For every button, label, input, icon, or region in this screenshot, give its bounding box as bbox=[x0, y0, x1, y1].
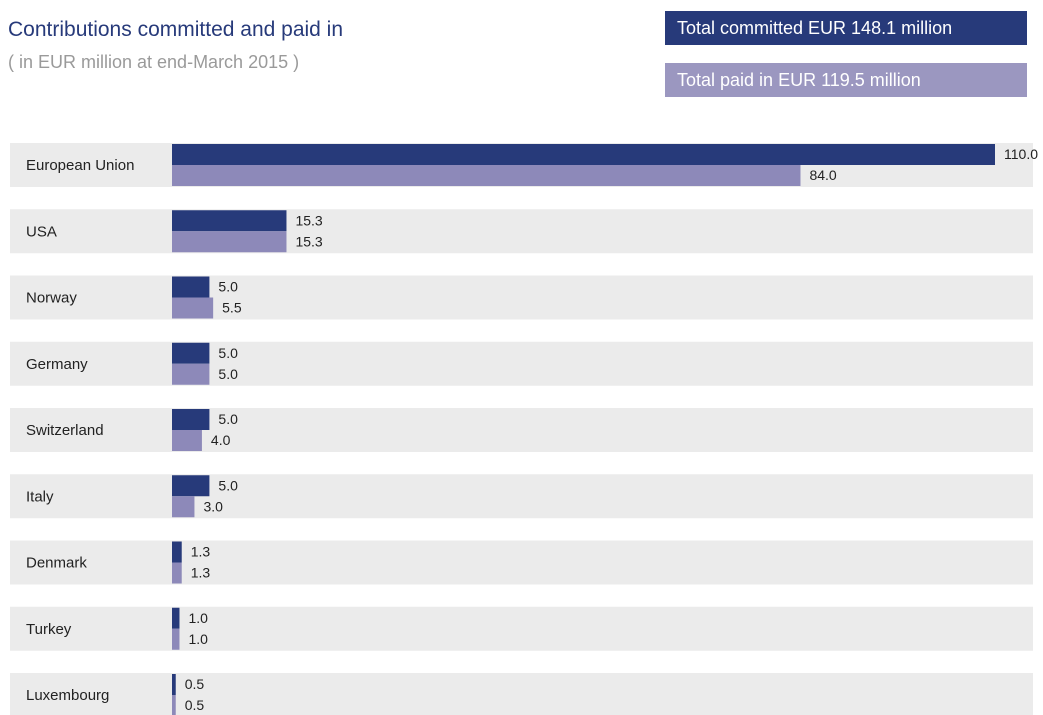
value-label-committed-luxembourg: 0.5 bbox=[185, 676, 205, 692]
category-label-turkey: Turkey bbox=[26, 621, 72, 638]
bar-paid-denmark bbox=[172, 562, 182, 584]
row-background-turkey bbox=[10, 606, 1033, 651]
category-label-germany: Germany bbox=[26, 356, 88, 373]
value-label-committed-switzerland: 5.0 bbox=[218, 411, 238, 427]
value-label-paid-switzerland: 4.0 bbox=[211, 432, 231, 448]
bar-paid-usa bbox=[172, 231, 287, 253]
total-committed-badge: Total committed EUR 148.1 million bbox=[665, 11, 1027, 45]
value-label-paid-denmark: 1.3 bbox=[191, 565, 211, 581]
row-background-usa bbox=[10, 209, 1033, 254]
value-label-committed-usa: 15.3 bbox=[295, 212, 322, 228]
row-background-norway bbox=[10, 275, 1033, 320]
value-label-committed-italy: 5.0 bbox=[218, 477, 238, 493]
bar-committed-norway bbox=[172, 276, 210, 298]
value-label-paid-european-union: 84.0 bbox=[809, 167, 836, 183]
bar-paid-germany bbox=[172, 363, 210, 385]
category-label-switzerland: Switzerland bbox=[26, 422, 104, 439]
bar-committed-usa bbox=[172, 210, 287, 232]
bar-committed-italy bbox=[172, 475, 210, 497]
value-label-paid-italy: 3.0 bbox=[203, 498, 223, 514]
value-label-paid-usa: 15.3 bbox=[295, 233, 322, 249]
bar-paid-norway bbox=[172, 297, 214, 319]
row-background-switzerland bbox=[10, 408, 1033, 452]
chart-subtitle: ( in EUR million at end-March 2015 ) bbox=[8, 52, 300, 72]
category-label-denmark: Denmark bbox=[26, 555, 87, 572]
value-label-committed-turkey: 1.0 bbox=[188, 610, 208, 626]
row-background-germany bbox=[10, 341, 1033, 386]
value-label-paid-luxembourg: 0.5 bbox=[185, 697, 205, 713]
value-label-committed-germany: 5.0 bbox=[218, 345, 238, 361]
row-background-denmark bbox=[10, 540, 1033, 585]
category-label-italy: Italy bbox=[26, 488, 54, 505]
value-label-paid-norway: 5.5 bbox=[222, 300, 242, 316]
bar-paid-switzerland bbox=[172, 430, 202, 451]
value-label-paid-germany: 5.0 bbox=[218, 366, 238, 382]
bar-paid-luxembourg bbox=[172, 695, 176, 715]
row-background-italy bbox=[10, 474, 1033, 519]
value-label-committed-norway: 5.0 bbox=[218, 279, 238, 295]
total-paid-badge: Total paid in EUR 119.5 million bbox=[665, 63, 1027, 97]
bar-paid-italy bbox=[172, 496, 195, 518]
bar-paid-european-union bbox=[172, 165, 801, 186]
bar-committed-switzerland bbox=[172, 409, 210, 430]
value-label-paid-turkey: 1.0 bbox=[188, 631, 208, 647]
row-background-luxembourg bbox=[10, 673, 1033, 715]
chart-title: Contributions committed and paid in bbox=[8, 18, 344, 41]
bar-committed-turkey bbox=[172, 607, 180, 629]
bar-committed-denmark bbox=[172, 541, 182, 563]
value-label-committed-denmark: 1.3 bbox=[191, 544, 211, 560]
bar-paid-turkey bbox=[172, 628, 180, 650]
value-label-committed-european-union: 110.0 bbox=[1004, 146, 1038, 162]
category-label-european-union: European Union bbox=[26, 157, 134, 174]
category-label-luxembourg: Luxembourg bbox=[26, 687, 109, 704]
bar-committed-luxembourg bbox=[172, 674, 176, 695]
category-label-usa: USA bbox=[26, 223, 57, 240]
category-label-norway: Norway bbox=[26, 290, 77, 307]
bar-committed-european-union bbox=[172, 144, 995, 165]
bar-committed-germany bbox=[172, 342, 210, 364]
